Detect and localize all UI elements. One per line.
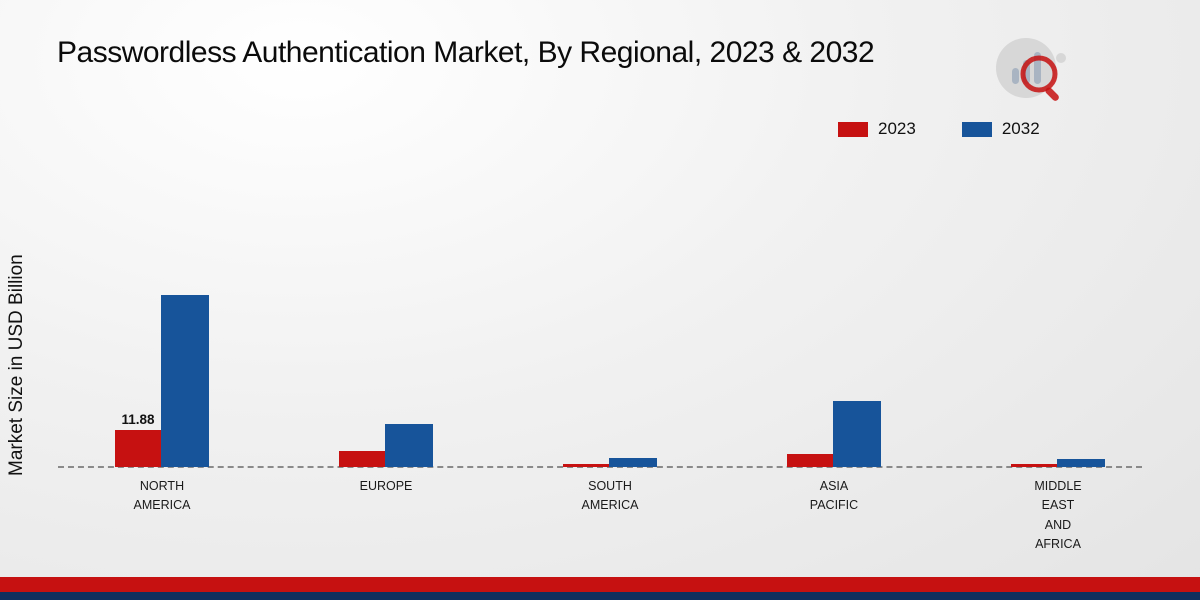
bar-group: ASIA PACIFIC [787,401,881,512]
bar-2023: 11.88 [115,412,161,467]
bar-2032 [833,401,881,467]
chart-title: Passwordless Authentication Market, By R… [57,36,875,69]
bar-group: SOUTH AMERICA [563,458,657,512]
category-label: EUROPE [359,479,413,493]
bar-2032 [1057,459,1105,467]
bar-group: 11.88 NORTH AMERICA [115,295,209,512]
category-label: MIDDLE EAST AND AFRICA [1034,479,1082,552]
legend-label-2032: 2032 [1001,119,1040,138]
bar-2023 [787,454,833,467]
bar-2023 [563,464,609,467]
bar-2023 [1011,464,1057,467]
bar-2032 [161,295,209,467]
legend-label-2023: 2023 [878,119,916,138]
footer-navy-stripe [0,592,1200,600]
legend-swatch-2023 [838,121,868,137]
y-axis-label: Market Size in USD Billion [6,254,27,476]
legend-item-2023: 2023 [838,119,916,139]
legend: 2023 2032 [838,119,1040,139]
bar-2023 [339,451,385,467]
bar-groups: 11.88 NORTH AMERICA EUROPE SOUTH AMERICA ASIA P… [50,280,1170,551]
legend-item-2032: 2032 [961,119,1040,139]
bar-2032 [609,458,657,467]
bar-2032 [385,424,433,467]
footer-red-stripe [0,577,1200,592]
bar-group: MIDDLE EAST AND AFRICA [1011,459,1105,551]
zero-baseline [58,466,1142,468]
legend-swatch-2032 [961,121,992,137]
brand-logo-icon [996,38,1066,101]
bar-value-label: 11.88 [121,412,155,427]
category-label: ASIA PACIFIC [809,479,859,513]
bar-group: EUROPE [339,424,433,493]
category-label: NORTH AMERICA [133,479,191,513]
category-label: SOUTH AMERICA [581,479,639,513]
